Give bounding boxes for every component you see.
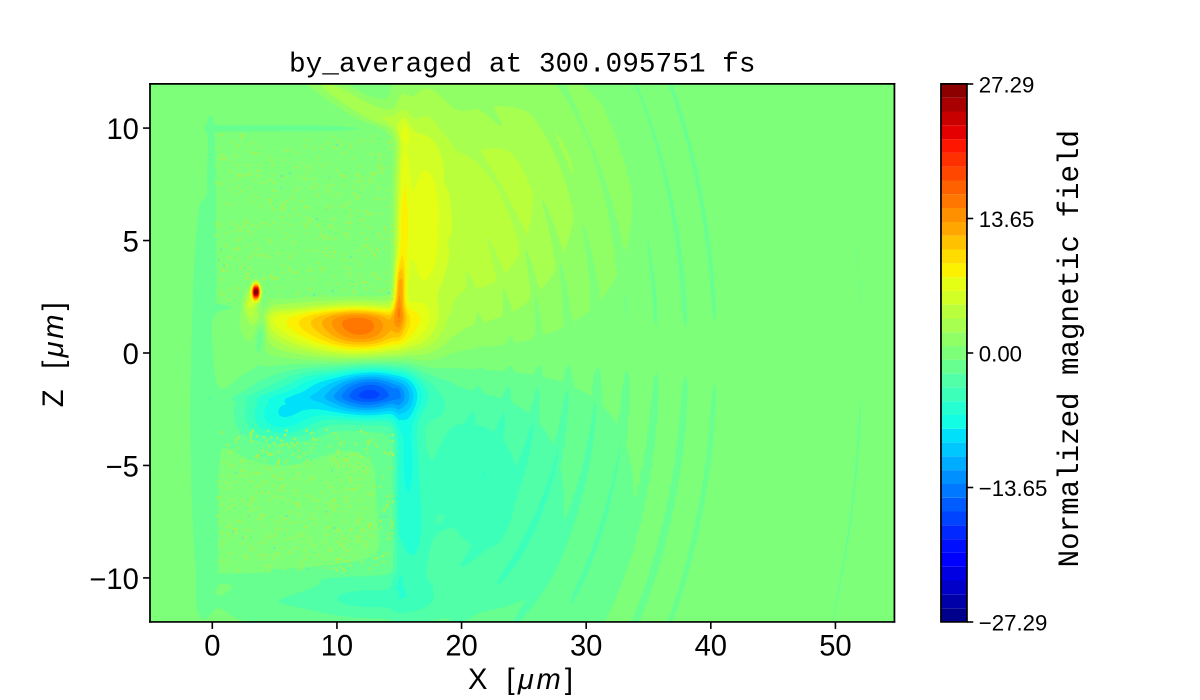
svg-text:Normalized magnetic field: Normalized magnetic field — [1054, 130, 1087, 567]
svg-text:Z [: Z [ ] μ m — [38, 258, 70, 407]
svg-text:30: 30 — [570, 630, 602, 662]
svg-text:27.29: 27.29 — [979, 72, 1035, 97]
svg-text:50: 50 — [819, 630, 851, 662]
svg-text:0.00: 0.00 — [979, 341, 1022, 366]
svg-text:by_averaged at 300.095751 fs: by_averaged at 300.095751 fs — [289, 50, 756, 81]
svg-text:−10: −10 — [89, 564, 138, 596]
svg-text:0: 0 — [204, 630, 220, 662]
svg-text:13.65: 13.65 — [979, 207, 1035, 232]
svg-text:0: 0 — [123, 339, 139, 371]
svg-text:−27.29: −27.29 — [979, 610, 1048, 635]
svg-text:10: 10 — [321, 630, 353, 662]
svg-text:−13.65: −13.65 — [979, 476, 1048, 501]
svg-text:40: 40 — [695, 630, 727, 662]
svg-text:10: 10 — [106, 114, 138, 146]
svg-text:X [: X [ ] μ m — [468, 664, 617, 696]
svg-text:20: 20 — [445, 630, 477, 662]
svg-text:5: 5 — [123, 227, 139, 259]
svg-text:−5: −5 — [106, 452, 139, 484]
